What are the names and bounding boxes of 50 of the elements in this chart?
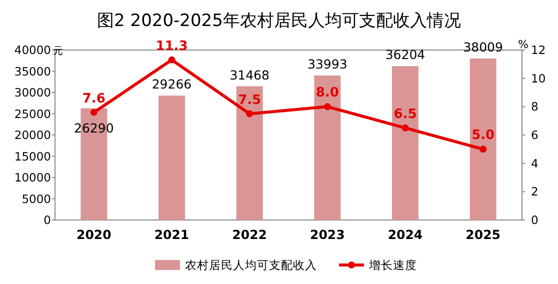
legend-label: 增长速度 [368,258,417,272]
y-tick-label: 15000 [14,149,51,164]
y2-tick-label: 2 [531,184,538,199]
bar [236,86,263,220]
point [246,110,254,118]
y-tick-label: 25000 [14,106,51,121]
point [168,56,176,64]
y2-axis-title: % [518,38,528,51]
data-label: 29266 [152,76,192,92]
x-tick-label: 2024 [388,227,423,242]
y-tick-label: 30000 [14,86,51,100]
point [90,108,98,116]
data-label: 36204 [385,47,426,62]
x-tick-label: 2020 [76,227,112,242]
x-tick-label: 2025 [466,227,500,242]
point [480,146,487,153]
data-label: 7.6 [82,91,106,106]
data-label: 5.0 [472,128,495,144]
y2-tick-label: 10 [531,71,546,86]
bar [392,66,418,220]
data-label: 6.5 [394,106,417,122]
data-label: 31468 [230,67,270,82]
legend-label: 农村居民人均可支配收入 [185,258,317,272]
bar [314,76,341,220]
y-tick-label: 40000 [14,43,51,57]
point [324,103,331,110]
y2-tick-label: 12 [531,43,546,57]
chart-title: 图2 2020-2025年农村居民人均可支配收入情况 [97,11,461,31]
x-tick-label: 2021 [154,227,190,242]
data-label: 26290 [74,120,114,136]
y2-tick-label: 0 [531,213,538,227]
y2-tick-label: 8 [531,100,538,114]
x-tick-label: 2022 [232,227,267,242]
y-tick-label: 10000 [14,170,51,184]
bar [470,58,496,220]
bar [158,96,185,220]
data-label: 38009 [463,39,504,54]
y2-tick-label: 6 [531,128,538,142]
y-tick-label: 5000 [22,192,51,206]
y-tick-label: 35000 [14,64,51,78]
y-tick-label: 0 [44,213,51,227]
data-label: 33993 [308,56,348,72]
x-tick-label: 2023 [310,227,345,242]
y-tick-label: 20000 [14,128,51,142]
y2-tick-label: 4 [531,156,538,170]
point [402,124,409,132]
data-label: 11.3 [156,38,188,54]
data-label: 8.0 [316,86,339,101]
y-axis-title: 元 [53,46,63,57]
data-label: 7.5 [238,92,262,108]
